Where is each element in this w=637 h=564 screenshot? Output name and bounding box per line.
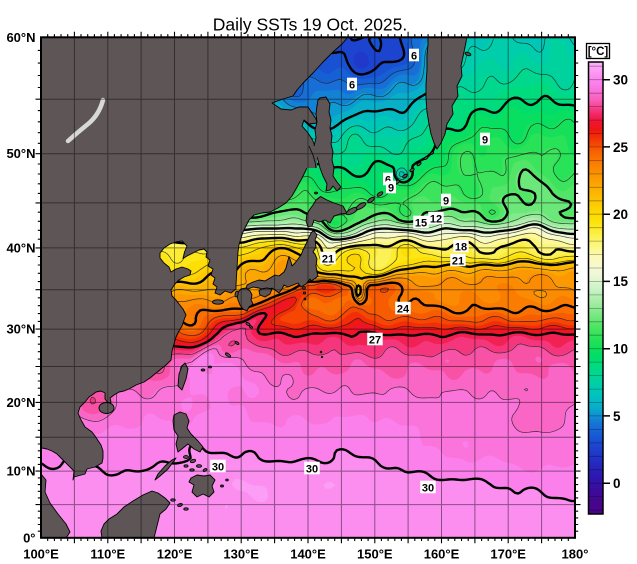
svg-text:Daily SSTs 19 Oct. 2025.: Daily SSTs 19 Oct. 2025. <box>213 15 408 35</box>
svg-text:150°E: 150°E <box>357 547 393 562</box>
svg-text:20°N: 20°N <box>6 395 35 410</box>
svg-text:21: 21 <box>322 253 334 265</box>
svg-text:9: 9 <box>388 182 394 194</box>
svg-text:6: 6 <box>411 50 417 62</box>
svg-text:0°: 0° <box>23 530 35 545</box>
svg-text:24: 24 <box>397 303 410 315</box>
svg-text:100°E: 100°E <box>23 547 59 562</box>
svg-text:27: 27 <box>369 334 381 346</box>
svg-text:30°N: 30°N <box>6 322 35 337</box>
svg-text:120°E: 120°E <box>157 547 193 562</box>
svg-text:0: 0 <box>613 476 621 491</box>
svg-text:180°: 180° <box>562 547 589 562</box>
svg-text:30: 30 <box>613 73 628 88</box>
svg-text:130°E: 130°E <box>223 547 259 562</box>
svg-text:10: 10 <box>613 342 628 357</box>
svg-text:40°N: 40°N <box>6 240 35 255</box>
svg-text:9: 9 <box>482 134 488 146</box>
svg-text:30: 30 <box>306 463 318 475</box>
svg-text:30: 30 <box>422 482 434 494</box>
svg-text:6: 6 <box>385 174 391 186</box>
svg-text:60°N: 60°N <box>6 30 35 45</box>
svg-text:18: 18 <box>455 241 467 253</box>
svg-text:140°E: 140°E <box>290 547 326 562</box>
svg-text:170°E: 170°E <box>490 547 526 562</box>
svg-text:15: 15 <box>415 217 427 229</box>
svg-text:50°N: 50°N <box>6 146 35 161</box>
svg-text:12: 12 <box>430 213 442 225</box>
svg-text:6: 6 <box>349 79 355 91</box>
svg-text:15: 15 <box>613 274 629 289</box>
svg-text:[°C]: [°C] <box>588 46 609 58</box>
svg-text:110°E: 110°E <box>90 547 125 562</box>
svg-text:5: 5 <box>613 409 621 424</box>
svg-text:25: 25 <box>613 140 629 155</box>
svg-text:160°E: 160°E <box>424 547 460 562</box>
svg-text:10°N: 10°N <box>6 464 35 479</box>
svg-text:30: 30 <box>212 461 224 473</box>
svg-text:9: 9 <box>443 195 449 207</box>
svg-text:20: 20 <box>613 207 628 222</box>
svg-text:21: 21 <box>452 255 464 267</box>
